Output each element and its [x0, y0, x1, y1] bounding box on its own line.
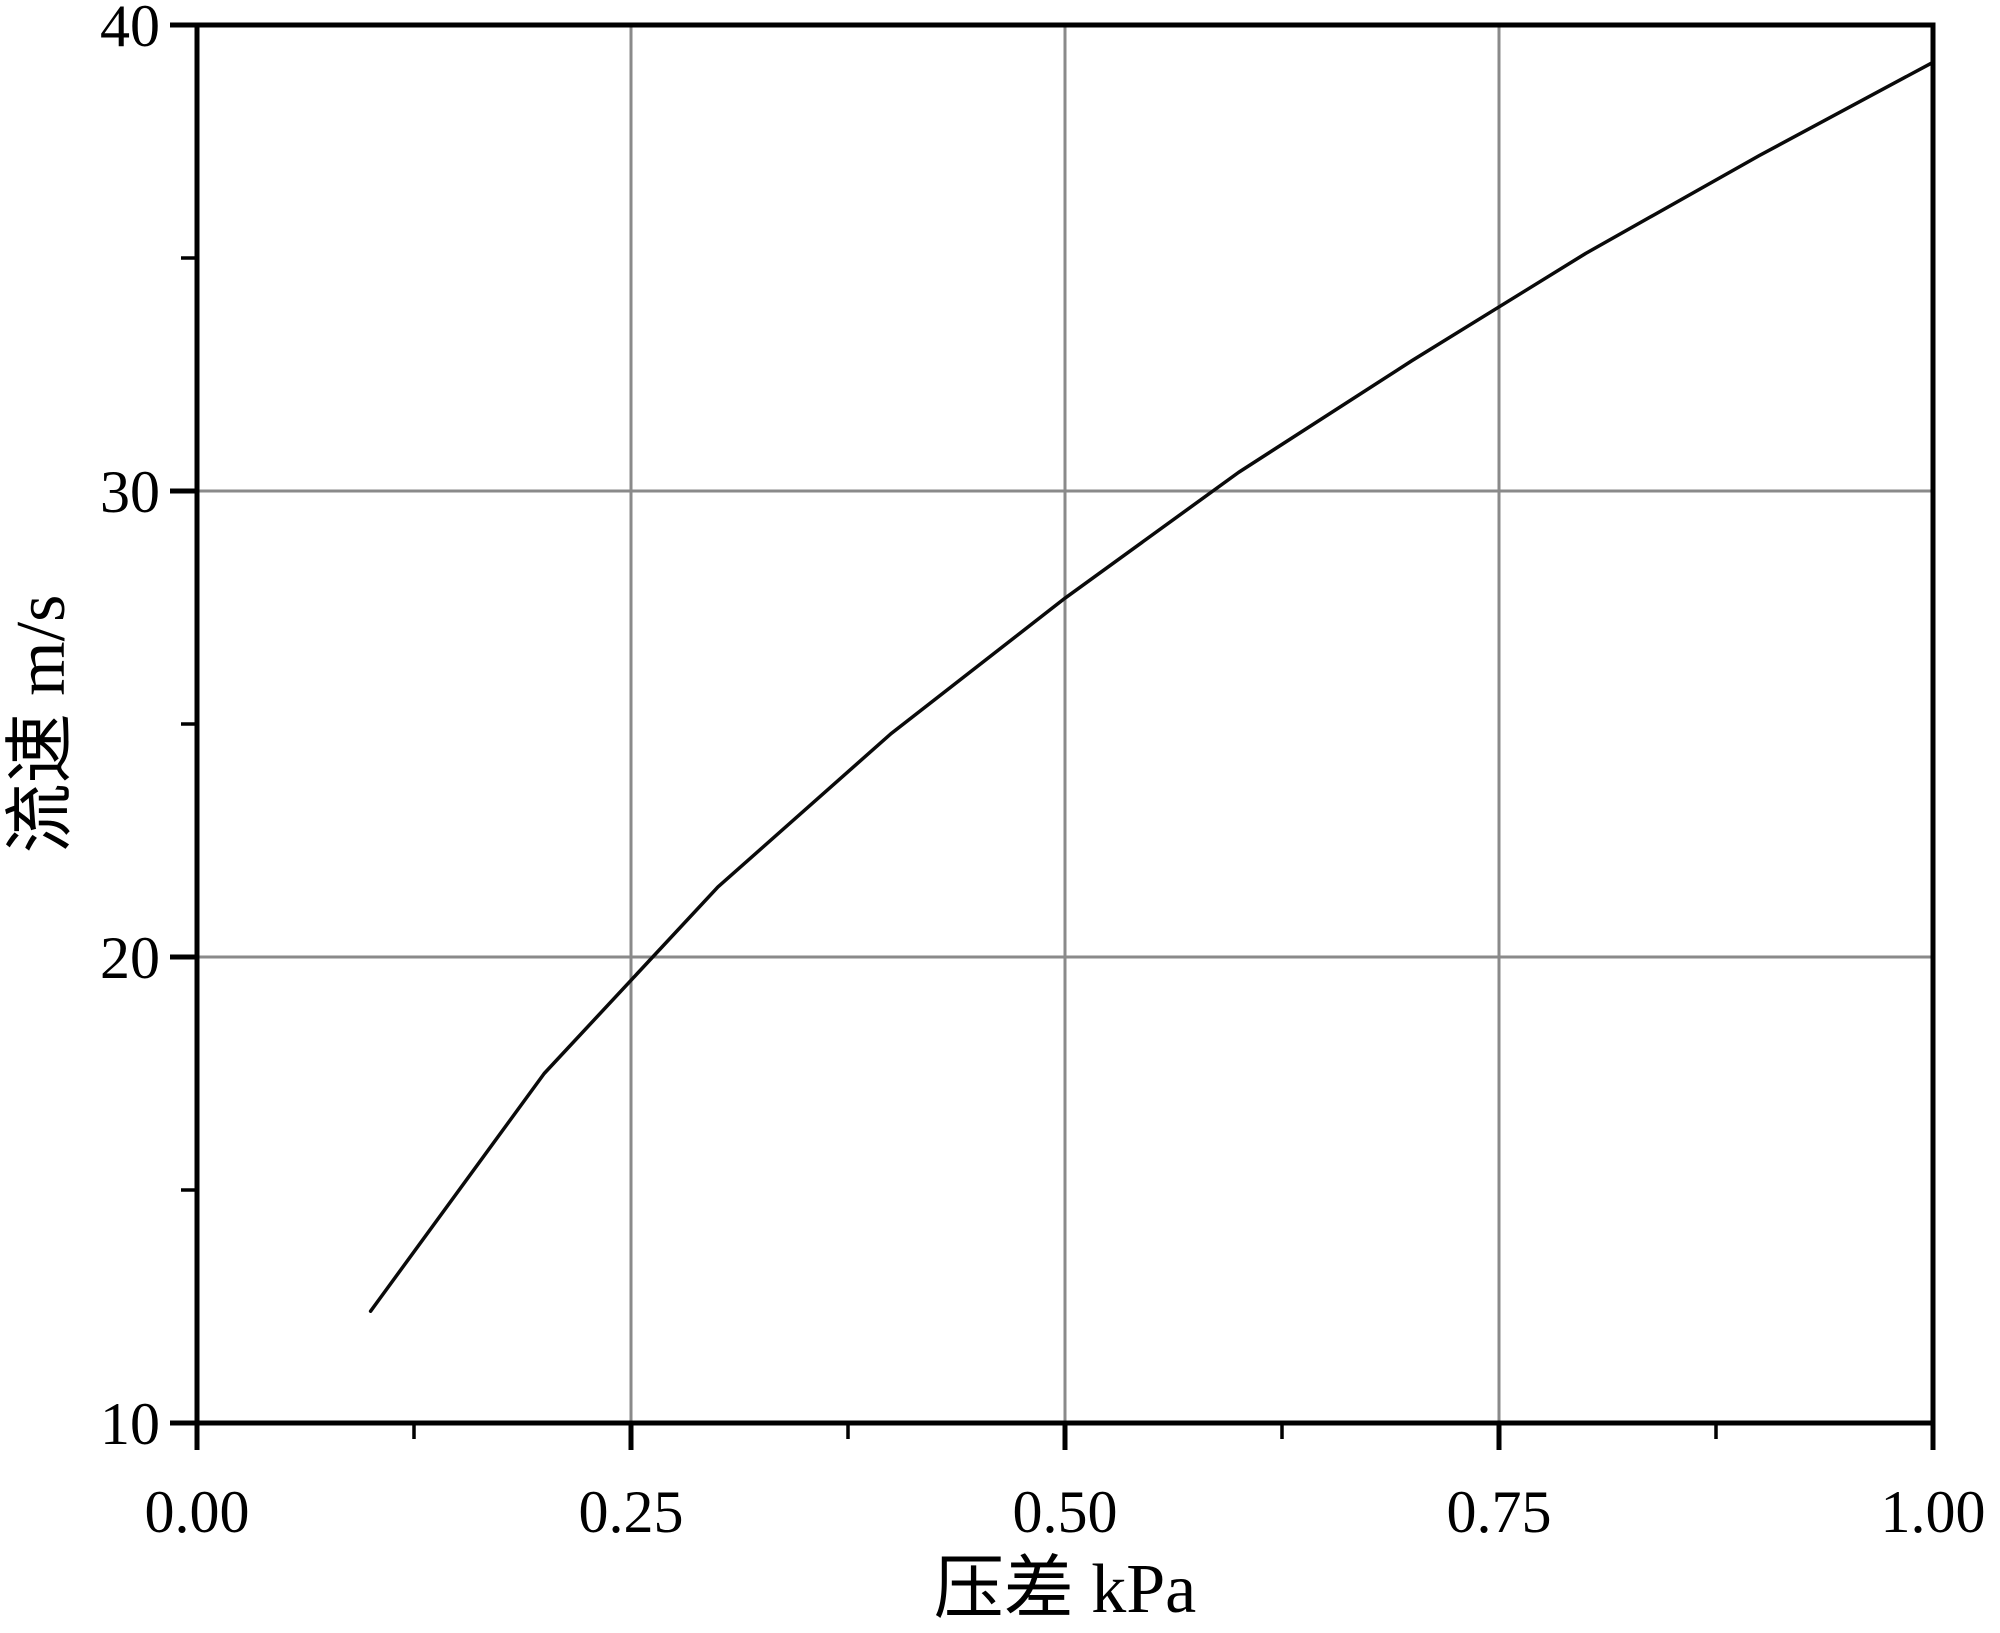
y-tick-label: 10	[100, 1391, 160, 1457]
x-tick-label: 0.00	[145, 1479, 250, 1545]
x-tick-label: 0.75	[1447, 1479, 1552, 1545]
y-tick-label: 30	[100, 459, 160, 525]
series-line	[368, 60, 1935, 1313]
y-tick-label: 40	[100, 0, 160, 59]
tick-label-layer: 0.00 0.25 0.50 0.75 1.00 10 20 30 40	[100, 0, 1986, 1545]
y-tick-label: 20	[100, 925, 160, 991]
x-axis-label: 压差 kPa	[934, 1551, 1197, 1628]
x-tick-label: 0.25	[579, 1479, 684, 1545]
series-layer	[368, 60, 1935, 1313]
grid-layer	[197, 25, 1933, 1423]
y-axis-label: 流速 m/s	[3, 595, 80, 854]
x-tick-label: 0.50	[1013, 1479, 1118, 1545]
axes-layer	[170, 22, 1936, 1450]
x-tick-label: 1.00	[1881, 1479, 1986, 1545]
